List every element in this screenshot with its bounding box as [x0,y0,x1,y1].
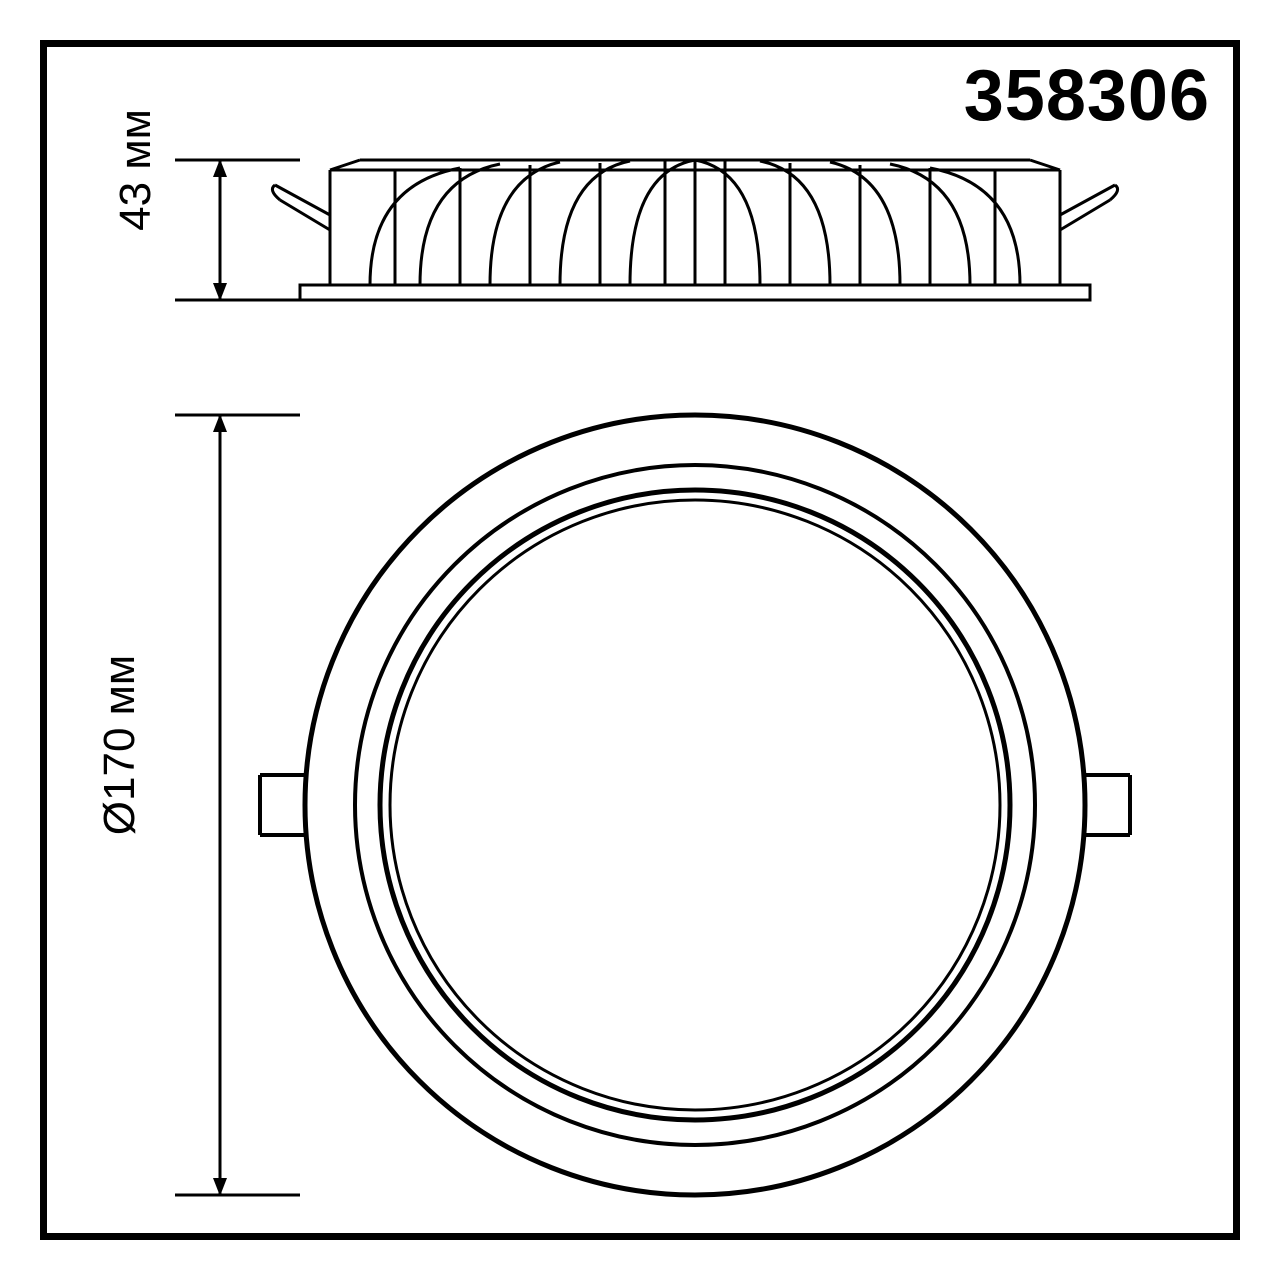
technical-drawing [0,0,1280,1280]
spring-clip-right-front [1085,775,1130,835]
spring-clip-left-side [272,185,330,230]
heatsink-fins [370,160,1020,285]
side-view [272,160,1117,300]
front-view [260,415,1130,1195]
spring-clip-left-front [260,775,305,835]
spring-clip-right-side [1060,185,1118,230]
height-dimension [175,160,300,300]
diameter-dimension [175,415,300,1195]
